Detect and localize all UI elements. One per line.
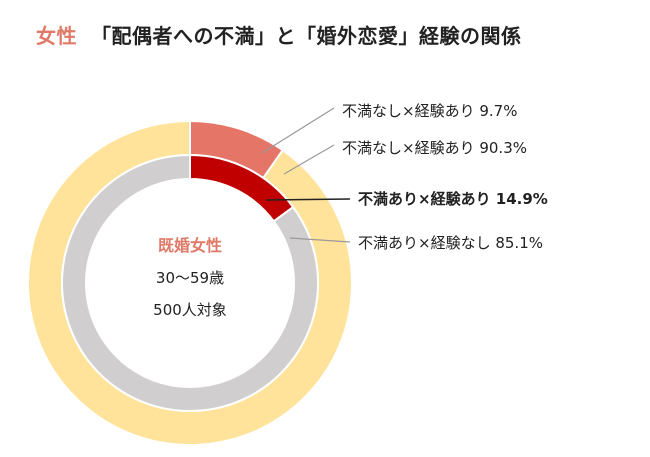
- chart-title-main: 「配偶者への不満」と「婚外恋愛」経験の関係: [91, 24, 522, 48]
- inner-slice-1-label: 不満あり×経験あり 14.9%: [358, 190, 548, 208]
- outer-slice-1-label: 不満なし×経験あり 9.7%: [342, 102, 517, 120]
- outer-slice-1-leader-line: [261, 107, 335, 154]
- chart-title: 女性 「配偶者への不満」と「婚外恋愛」経験の関係: [36, 20, 522, 49]
- chart-title-lead: 女性: [36, 24, 77, 48]
- inner-ring: [61, 153, 319, 412]
- outer-slice-2-leader-line: [283, 144, 335, 175]
- inner-slice-2-leader-line: [289, 237, 351, 243]
- slice-labels: 不満なし×経験あり 9.7% 不満なし×経験あり 90.3% 不満あり×経験あり 1…: [342, 102, 548, 252]
- inner-slice-1-leader-line: [265, 198, 351, 201]
- center-label-group: 既婚女性: [158, 236, 222, 255]
- center-label-sample: 500人対象: [153, 301, 227, 319]
- outer-slice-2-label: 不満なし×経験あり 90.3%: [342, 139, 527, 157]
- leader-lines: [261, 107, 351, 243]
- inner-ring-slice-2: [61, 153, 319, 412]
- inner-slice-2-label: 不満あり×経験なし 85.1%: [358, 234, 543, 252]
- center-label-age: 30〜59歳: [156, 269, 224, 287]
